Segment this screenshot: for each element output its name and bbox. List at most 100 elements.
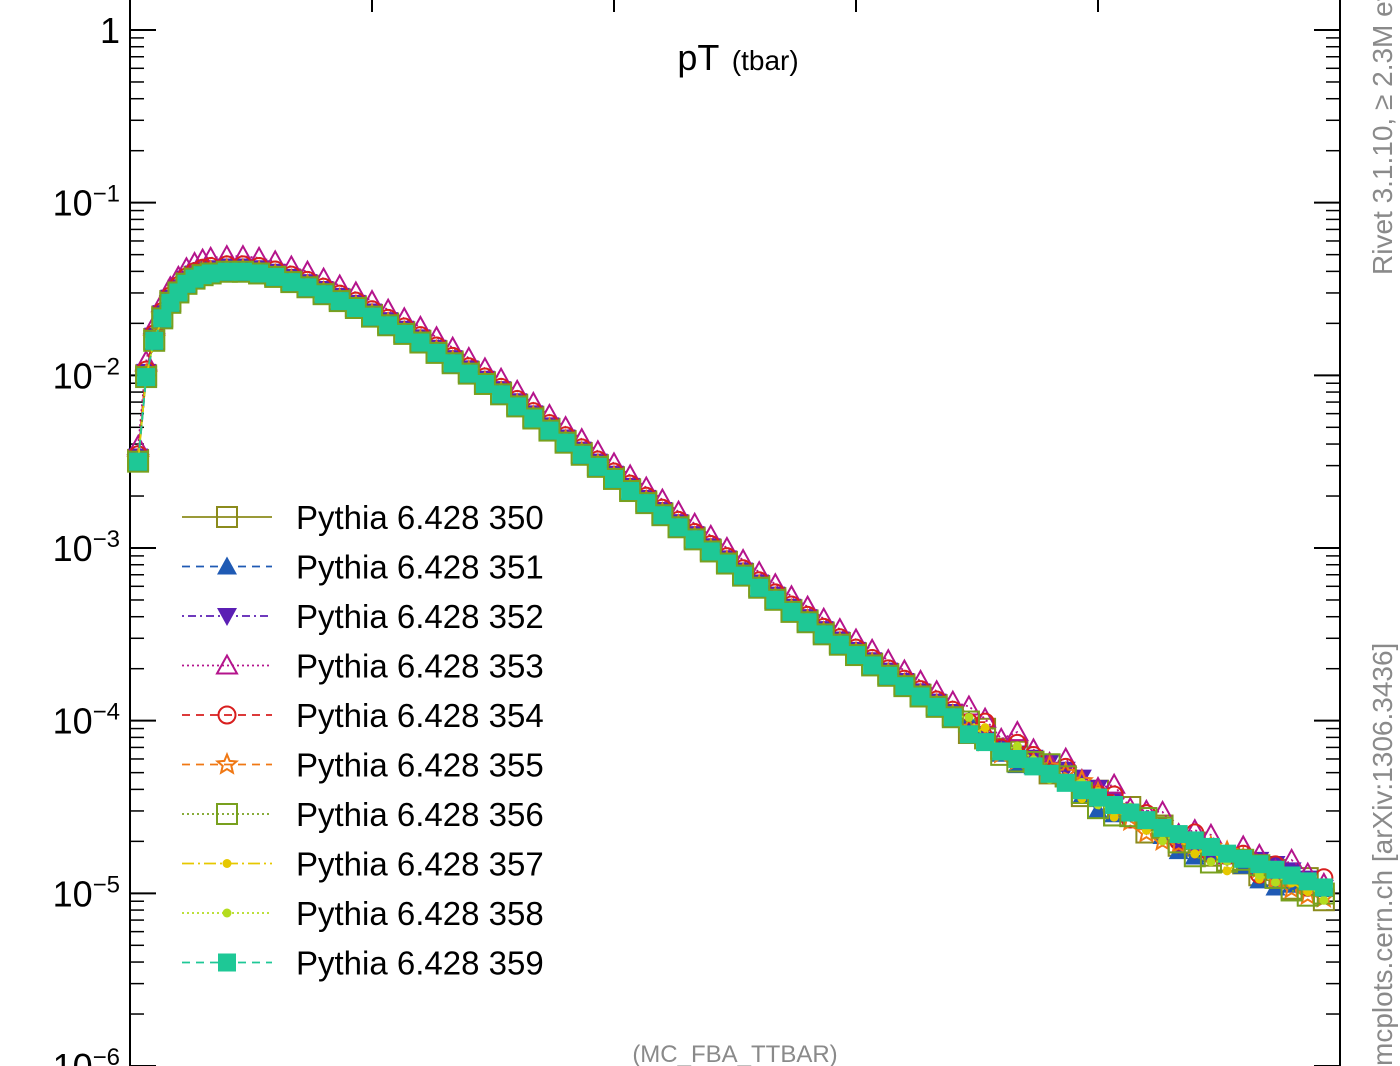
marker-dot — [1109, 812, 1119, 822]
legend-label: Pythia 6.428 353 — [296, 648, 544, 685]
marker-square — [218, 953, 236, 972]
marker-square-open — [216, 803, 238, 825]
y-tick-label: 10−3 — [53, 526, 120, 569]
marker-square — [129, 452, 148, 471]
marker-dot — [1012, 741, 1022, 751]
y-tick-label: 10−2 — [53, 353, 120, 396]
marker-square — [556, 433, 575, 452]
marker-square-open — [143, 329, 166, 352]
legend-item: Pythia 6.428 359 — [182, 945, 544, 982]
marker-star-open — [215, 751, 239, 775]
marker-square — [669, 518, 688, 537]
marker-square-open — [748, 576, 771, 599]
marker-square — [992, 742, 1011, 761]
series-layer — [126, 244, 1336, 912]
y-tick-label: 1 — [100, 10, 120, 51]
footer-analysis: (MC_FBA_TTBAR) — [632, 1041, 837, 1066]
y-tick-exp: −3 — [93, 526, 120, 553]
marker-square — [1266, 860, 1285, 879]
plot-border — [129, 0, 1341, 1066]
marker-square-open — [127, 450, 150, 473]
marker-square — [314, 285, 333, 304]
marker-square — [911, 687, 930, 706]
marker-dot — [1190, 849, 1200, 859]
marker-square-open — [216, 506, 238, 528]
marker-square-open — [619, 480, 642, 503]
marker-square — [1314, 878, 1333, 897]
marker-square — [863, 656, 882, 675]
marker-square — [1056, 773, 1075, 792]
marker-square — [1298, 872, 1317, 891]
y-tick-exp: −4 — [93, 699, 120, 726]
marker-square — [330, 292, 349, 311]
marker-dot — [1319, 895, 1329, 905]
marker-square-open — [651, 504, 674, 527]
marker-square-open — [570, 443, 593, 466]
marker-square-open — [538, 419, 561, 442]
marker-square — [266, 267, 285, 286]
marker-square — [830, 635, 849, 654]
marker-square-open — [667, 516, 690, 539]
marker-square-open — [699, 540, 722, 563]
marker-square — [879, 666, 898, 685]
marker-square — [363, 307, 381, 326]
marker-square — [145, 331, 164, 350]
marker-square — [798, 613, 817, 632]
marker-dot — [222, 908, 232, 918]
legend-item: Pythia 6.428 352 — [182, 598, 544, 635]
marker-dot — [980, 723, 990, 733]
marker-square — [540, 421, 559, 440]
marker-square — [411, 333, 430, 352]
marker-square — [1040, 764, 1059, 783]
y-tick-base: 1 — [100, 10, 120, 51]
y-tick-base: 10 — [53, 355, 93, 396]
marker-triangle-up — [217, 556, 237, 575]
marker-square — [1282, 866, 1301, 885]
y-tick-base: 10 — [53, 528, 93, 569]
marker-square-open — [683, 528, 706, 551]
marker-square — [443, 354, 462, 373]
marker-square — [1024, 757, 1043, 776]
plot-frame — [129, 0, 1341, 1066]
legend-label: Pythia 6.428 359 — [296, 945, 544, 982]
marker-square-open — [586, 455, 609, 478]
marker-square — [927, 697, 946, 716]
marker-square — [475, 374, 494, 393]
marker-square — [653, 506, 672, 525]
y-tick-exp: −2 — [93, 353, 120, 380]
marker-square-open — [522, 407, 545, 430]
marker-square — [427, 343, 446, 362]
marker-square — [1218, 844, 1237, 863]
marker-square — [346, 298, 365, 317]
marker-square — [1169, 825, 1188, 844]
marker-square — [782, 602, 801, 621]
marker-square — [1185, 831, 1204, 850]
marker-square — [1137, 811, 1156, 830]
marker-square — [459, 364, 478, 383]
marker-square — [217, 262, 236, 281]
legend-item: Pythia 6.428 353 — [182, 648, 544, 685]
title-main: pT — [677, 37, 719, 78]
marker-triangle-up — [1088, 800, 1108, 819]
marker-square — [508, 397, 527, 416]
marker-square-open — [506, 395, 529, 418]
y-tick-label: 10−4 — [53, 699, 120, 742]
y-tick-exp: −6 — [93, 1044, 120, 1066]
legend-item: Pythia 6.428 350 — [182, 499, 544, 536]
marker-square-open — [635, 492, 658, 515]
marker-square-open — [715, 552, 738, 575]
marker-square — [282, 273, 301, 292]
marker-square — [572, 445, 591, 464]
legend-item: Pythia 6.428 355 — [182, 747, 544, 784]
marker-square — [976, 733, 995, 752]
marker-square — [1250, 855, 1269, 874]
marker-square-open — [554, 431, 577, 454]
marker-square — [233, 262, 252, 281]
side-text-top: Rivet 3.1.10, ≥ 2.3M events — [1367, 0, 1398, 275]
chart-title: pT (tbar) — [677, 37, 798, 78]
marker-square — [717, 554, 736, 573]
marker-square — [637, 494, 656, 513]
marker-square — [847, 646, 865, 665]
marker-square — [895, 677, 914, 696]
marker-square — [766, 590, 785, 609]
